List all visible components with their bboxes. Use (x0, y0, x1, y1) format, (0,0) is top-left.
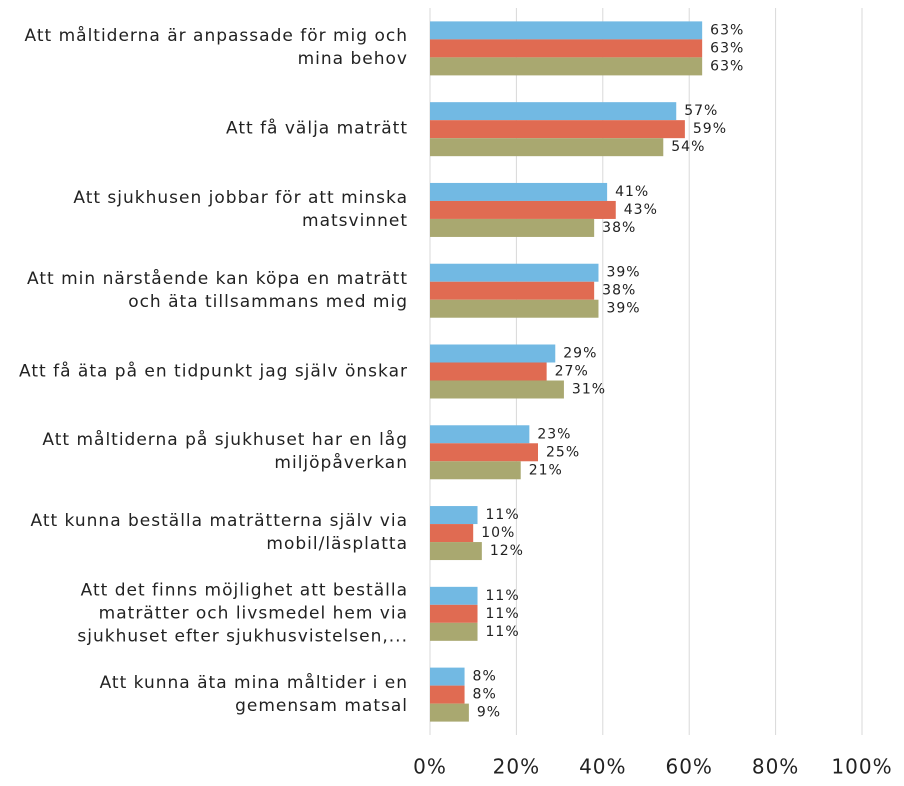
value-label: 10% (481, 525, 515, 541)
bar (430, 667, 465, 686)
value-label: 31% (572, 382, 606, 398)
value-label: 63% (710, 40, 744, 56)
bar (430, 200, 616, 219)
category-label: Att måltiderna på sjukhuset har en låg m… (42, 430, 408, 474)
value-label: 11% (486, 507, 520, 523)
bar (430, 21, 703, 40)
bar (430, 586, 478, 605)
value-label: 54% (671, 139, 705, 155)
bar (430, 218, 595, 237)
value-label: 43% (624, 202, 658, 218)
bar (430, 299, 599, 318)
bar (430, 120, 685, 139)
value-label: 11% (486, 606, 520, 622)
value-label: 39% (606, 265, 640, 281)
bar (430, 622, 478, 641)
x-tick-label: 20% (493, 755, 540, 779)
x-tick-label: 80% (752, 755, 799, 779)
value-label: 8% (473, 687, 497, 703)
bar (430, 524, 474, 543)
x-tick-label: 60% (665, 755, 712, 779)
bar (430, 604, 478, 623)
value-label: 12% (490, 543, 524, 559)
value-label: 8% (473, 669, 497, 685)
category-label: Att min närstående kan köpa en maträtt o… (27, 268, 408, 312)
bar (430, 263, 599, 282)
category-label: Att måltiderna är anpassade för mig och … (24, 26, 408, 70)
value-label: 29% (563, 346, 597, 362)
bar (430, 443, 538, 462)
value-label: 21% (529, 462, 563, 478)
category-label: Att kunna beställa maträtterna själv via… (30, 511, 408, 555)
value-label: 11% (486, 588, 520, 604)
category-label: Att få välja maträtt (226, 118, 408, 139)
bar (430, 57, 703, 76)
value-label: 23% (537, 426, 571, 442)
value-label: 39% (606, 301, 640, 317)
bar (430, 542, 482, 561)
value-label: 38% (602, 220, 636, 236)
value-label: 11% (486, 624, 520, 640)
value-label: 57% (684, 103, 718, 119)
bar (430, 425, 530, 444)
bar (430, 138, 664, 157)
value-label: 41% (615, 184, 649, 200)
bar (430, 461, 521, 480)
x-tick-label: 100% (831, 755, 892, 779)
value-label: 63% (710, 22, 744, 38)
category-label: Att sjukhusen jobbar för att minska mats… (73, 187, 408, 231)
category-label: Att få äta på en tidpunkt jag själv önsk… (19, 361, 408, 381)
value-label: 9% (477, 705, 501, 721)
bar (430, 281, 595, 300)
category-label: Att kunna äta mina måltider i en gemensa… (99, 672, 408, 716)
value-label: 59% (693, 121, 727, 137)
x-tick-label: 0% (413, 755, 447, 779)
bar (430, 380, 564, 399)
x-tick-label: 40% (579, 755, 626, 779)
bar (430, 685, 465, 704)
value-label: 27% (555, 364, 589, 380)
value-label: 25% (546, 444, 580, 460)
bar (430, 506, 478, 525)
bar (430, 182, 608, 201)
value-label: 38% (602, 283, 636, 299)
bar (430, 703, 469, 722)
bar (430, 344, 556, 363)
bar (430, 362, 547, 381)
bar (430, 39, 703, 58)
bar (430, 102, 677, 121)
category-label: Att det finns möjlighet att beställa mat… (77, 580, 408, 647)
value-label: 63% (710, 58, 744, 74)
